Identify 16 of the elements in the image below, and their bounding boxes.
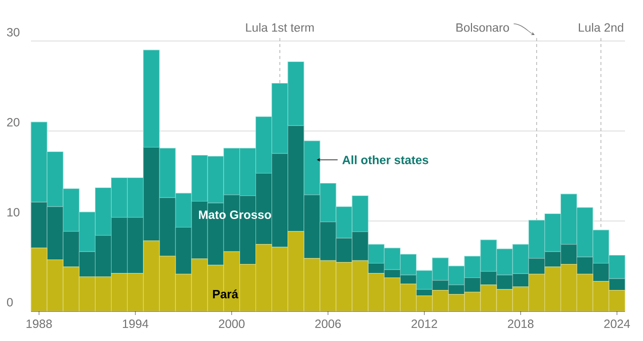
series-label: Mato Grosso (199, 210, 272, 219)
x-tick-label: 2024 (604, 320, 630, 328)
x-tick-label: 2012 (412, 320, 438, 328)
x-tick-label: 1994 (122, 320, 148, 328)
y-tick-label: 30 (6, 28, 20, 36)
x-tick-label: 2018 (508, 320, 534, 328)
ref-line-label: Lula 1st term (246, 22, 314, 32)
ref-line-label: Bolsonaro (456, 22, 509, 32)
x-tick-label: 1988 (26, 320, 52, 328)
series-label: All other states (342, 155, 428, 164)
y-tick-label: 10 (7, 208, 20, 216)
x-tick-label: 2000 (218, 320, 245, 328)
ref-line-label: Lula 2nd (578, 22, 624, 32)
y-tick-label: 20 (7, 118, 20, 126)
y-tick-label: 0 (7, 298, 13, 306)
x-tick-label: 2006 (315, 320, 341, 328)
